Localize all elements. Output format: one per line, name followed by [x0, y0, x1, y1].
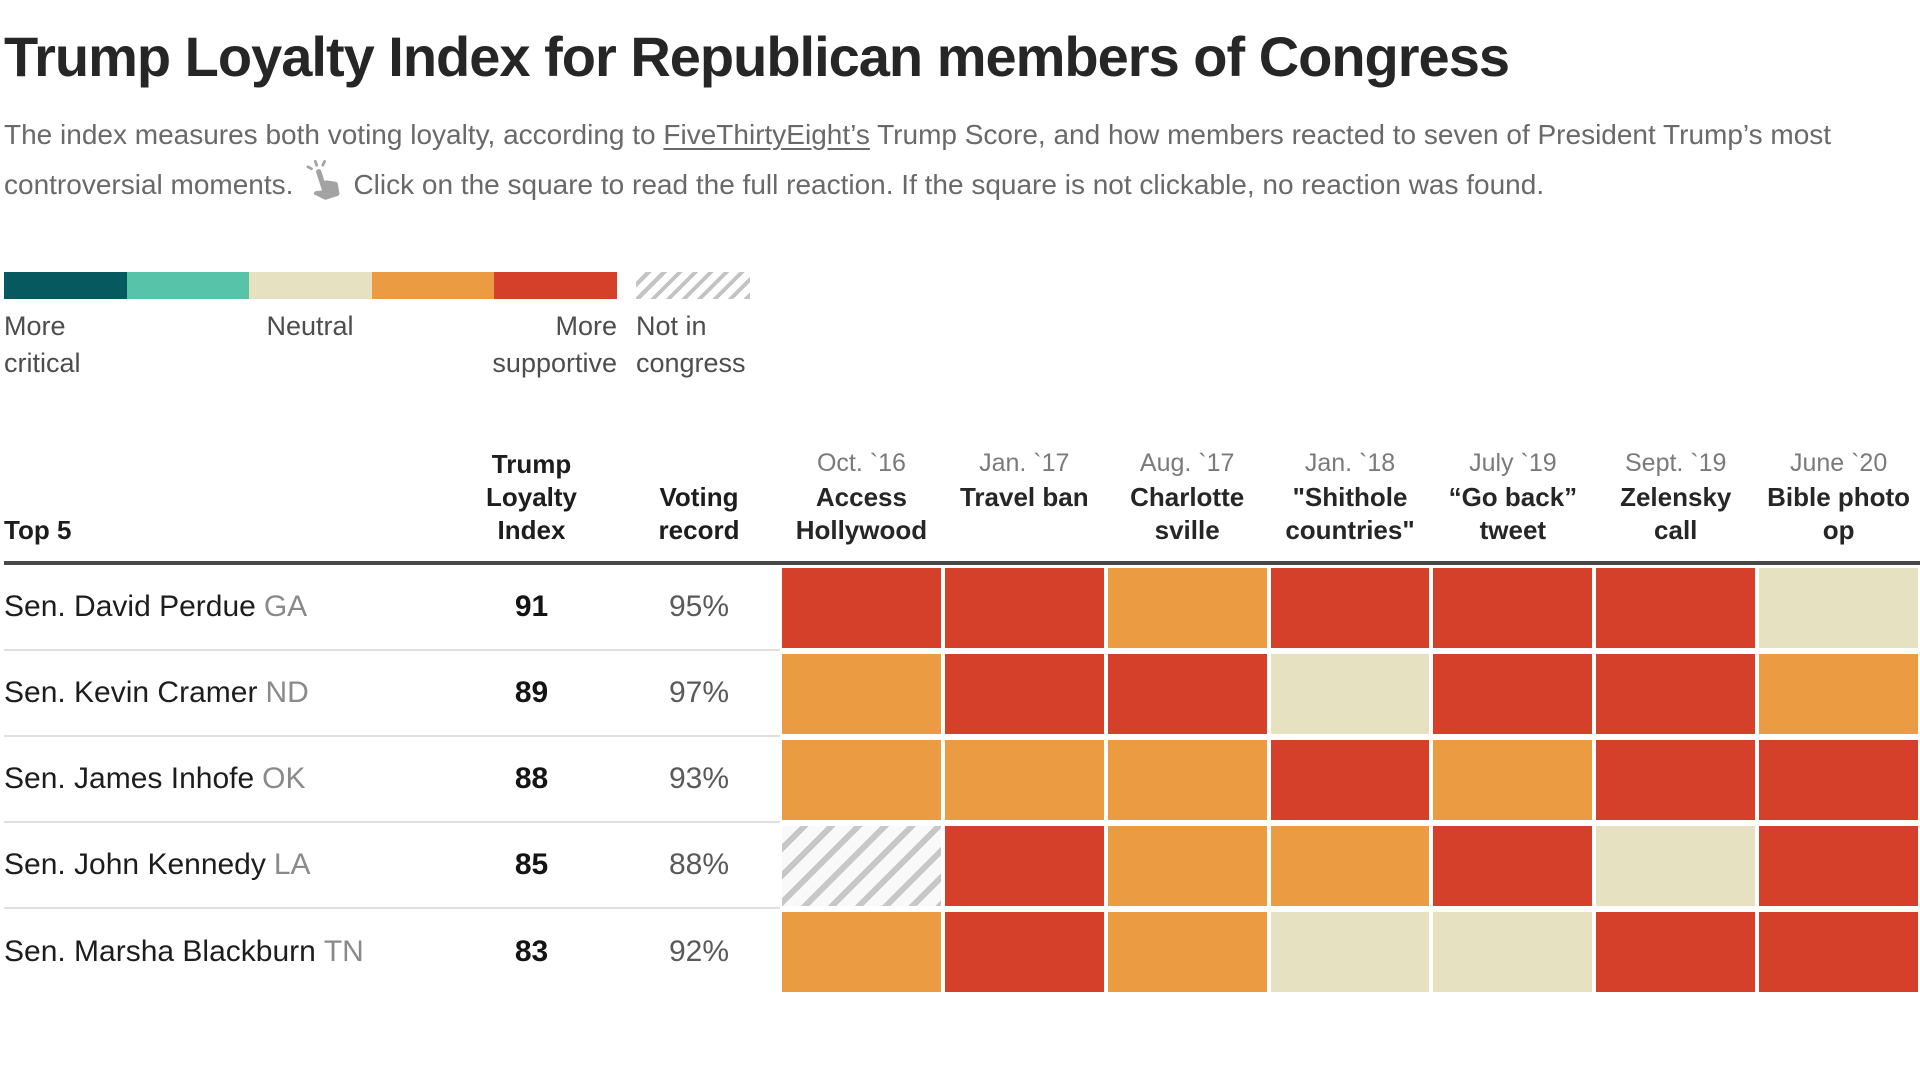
color-scale-bar — [4, 272, 617, 299]
reaction-cell[interactable] — [1270, 568, 1430, 648]
column-header-go-back-tweet: July `19 “Go back” tweet — [1448, 449, 1578, 545]
column-header-top5: Top 5 — [4, 515, 72, 545]
loyalty-index-value: 89 — [514, 676, 549, 709]
loyalty-table: Top 5 Trump Loyalty Index Voting record … — [4, 448, 1920, 995]
voting-record-value: 97% — [668, 676, 730, 709]
description-text-3: Click on the square to read the full rea… — [353, 169, 1545, 200]
loyalty-index-value: 85 — [514, 848, 549, 881]
reaction-cell[interactable] — [1759, 826, 1919, 906]
trump-loyalty-index-chart: Trump Loyalty Index for Republican membe… — [0, 24, 1920, 995]
reaction-cell[interactable] — [944, 826, 1104, 906]
voting-record-value: 95% — [668, 590, 730, 623]
reaction-cell[interactable] — [1759, 568, 1919, 648]
reaction-cell[interactable] — [1759, 740, 1919, 820]
reaction-cell[interactable] — [944, 740, 1104, 820]
member-name: Sen. Marsha Blackburn TN — [4, 935, 364, 968]
loyalty-index-value: 91 — [514, 590, 549, 623]
member-name: Sen. Kevin Cramer ND — [4, 676, 309, 709]
reaction-cell[interactable] — [782, 654, 941, 734]
swatch-not-in-congress — [636, 272, 750, 299]
table-row-inhofe: Sen. James Inhofe OK 88 93% — [4, 737, 1920, 823]
voting-record-value: 88% — [668, 848, 730, 881]
loyalty-index-value: 83 — [514, 935, 549, 968]
reaction-cell[interactable] — [1596, 568, 1756, 648]
reaction-cell[interactable] — [1107, 826, 1267, 906]
member-state: TN — [323, 935, 364, 968]
table-header: Top 5 Trump Loyalty Index Voting record … — [4, 448, 1920, 565]
member-state: ND — [265, 676, 309, 709]
column-header-shithole-countries: Jan. `18 "Shithole countries" — [1285, 449, 1415, 545]
member-name: Sen. David Perdue GA — [4, 590, 308, 623]
member-state: LA — [273, 848, 311, 881]
column-header-bible-photo-op: June `20 Bible photo op — [1767, 449, 1911, 545]
reaction-cell[interactable] — [1433, 568, 1593, 648]
member-name: Sen. James Inhofe OK — [4, 762, 306, 795]
loyalty-index-value: 88 — [514, 762, 549, 795]
reaction-cell-not-in-congress — [782, 826, 941, 906]
reaction-cell[interactable] — [1596, 740, 1756, 820]
member-state: GA — [263, 590, 308, 623]
voting-record-value: 92% — [668, 935, 730, 968]
reaction-cell[interactable] — [1433, 826, 1593, 906]
column-header-travel-ban: Jan. `17 Travel ban — [959, 449, 1089, 512]
reaction-cell[interactable] — [1107, 568, 1267, 648]
page-title: Trump Loyalty Index for Republican membe… — [4, 25, 1510, 88]
legend-label-more-critical: More critical — [4, 311, 81, 378]
column-header-loyalty-index: Trump Loyalty Index — [485, 449, 578, 545]
reaction-cell[interactable] — [1596, 654, 1756, 734]
reaction-cell[interactable] — [1107, 654, 1267, 734]
reaction-cell[interactable] — [782, 568, 941, 648]
swatch-critical — [126, 272, 250, 299]
table-row-cramer: Sen. Kevin Cramer ND 89 97% — [4, 651, 1920, 737]
legend-label-not-in-congress: Not in congress — [636, 311, 746, 378]
voting-record-value: 93% — [668, 762, 730, 795]
reaction-cell[interactable] — [944, 912, 1104, 992]
column-header-charlottesville: Aug. `17 Charlotte sville — [1130, 449, 1245, 545]
chart-description: The index measures both voting loyalty, … — [4, 111, 1889, 208]
swatch-supportive — [371, 272, 495, 299]
column-header-zelensky-call: Sept. `19 Zelensky call — [1620, 449, 1732, 545]
reaction-cell[interactable] — [1270, 740, 1430, 820]
legend: More critical Neutral More supportive No… — [4, 272, 1920, 392]
reaction-cell[interactable] — [1759, 654, 1919, 734]
reaction-cell[interactable] — [1107, 740, 1267, 820]
reaction-cell[interactable] — [944, 568, 1104, 648]
legend-label-more-supportive: More supportive — [492, 311, 617, 378]
legend-labels: More critical Neutral More supportive No… — [4, 308, 1920, 392]
reaction-cell[interactable] — [1596, 912, 1756, 992]
reaction-cell[interactable] — [1270, 826, 1430, 906]
column-header-voting-record: Voting record — [658, 482, 740, 545]
reaction-cell[interactable] — [1433, 740, 1593, 820]
description-text-2: Trump Score, and how members reacted to … — [4, 119, 1832, 200]
reaction-cell[interactable] — [1759, 912, 1919, 992]
table-row-kennedy: Sen. John Kennedy LA 85 88% — [4, 823, 1920, 909]
reaction-cell[interactable] — [1270, 912, 1430, 992]
reaction-cell[interactable] — [1270, 654, 1430, 734]
reaction-cell[interactable] — [1433, 654, 1593, 734]
reaction-cell[interactable] — [1433, 912, 1593, 992]
legend-label-neutral: Neutral — [266, 311, 354, 341]
legend-swatches — [4, 272, 1920, 299]
reaction-cell[interactable] — [782, 740, 941, 820]
swatch-more-supportive — [494, 272, 617, 299]
event-column-headers: Oct. `16 Access Hollywood Jan. `17 Trave… — [780, 449, 1920, 547]
swatch-more-critical — [4, 272, 127, 299]
reaction-cell[interactable] — [1596, 826, 1756, 906]
tap-gesture-icon — [301, 158, 343, 200]
table-row-blackburn: Sen. Marsha Blackburn TN 83 92% — [4, 909, 1920, 995]
description-text-1: The index measures both voting loyalty, … — [4, 119, 664, 150]
reaction-cell[interactable] — [944, 654, 1104, 734]
table-row-perdue: Sen. David Perdue GA 91 95% — [4, 565, 1920, 651]
table-header-left: Top 5 Trump Loyalty Index Voting record — [4, 448, 780, 547]
member-state: OK — [262, 762, 306, 795]
member-name: Sen. John Kennedy LA — [4, 848, 311, 881]
reaction-cell[interactable] — [1107, 912, 1267, 992]
fivethirtyeight-link[interactable]: FiveThirtyEight’s — [663, 119, 870, 150]
column-header-access-hollywood: Oct. `16 Access Hollywood — [795, 449, 928, 545]
reaction-cell[interactable] — [782, 912, 941, 992]
swatch-neutral — [249, 272, 372, 299]
